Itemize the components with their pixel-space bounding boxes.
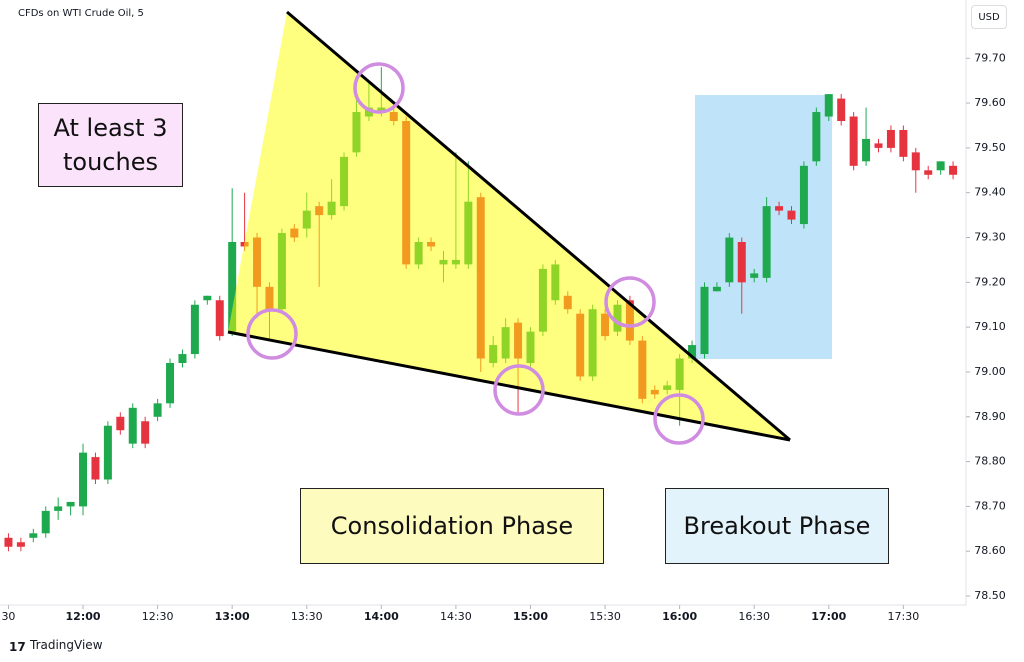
candle-body	[4, 537, 13, 547]
candle-body	[862, 138, 871, 162]
x-tick-label: 16:30	[738, 610, 770, 623]
consolidation-note: Consolidation Phase	[300, 488, 604, 564]
candle-body	[936, 161, 945, 171]
x-tick-label: 17:30	[888, 610, 920, 623]
candle-body	[178, 354, 187, 363]
consolidation-triangle	[228, 12, 790, 440]
y-tick-label: 79.40	[974, 186, 1006, 199]
y-tick-label: 78.80	[974, 455, 1006, 468]
y-tick-label: 79.70	[974, 51, 1006, 64]
candle-body	[700, 286, 709, 355]
y-tick-label: 78.50	[974, 589, 1006, 602]
candle-body	[911, 152, 920, 171]
candle-body	[54, 506, 63, 511]
x-tick-label: 14:00	[364, 610, 399, 623]
candle-body	[116, 416, 125, 431]
brand-name: TradingView	[30, 638, 103, 652]
candle-body	[837, 98, 846, 121]
x-tick-label: 12:30	[142, 610, 174, 623]
touch-circles	[246, 62, 705, 445]
x-tick-label: 17:00	[811, 610, 846, 623]
y-tick-label: 79.60	[974, 96, 1006, 109]
touch-circle	[653, 393, 705, 445]
x-tick-label: 30	[1, 610, 15, 623]
candle-body	[849, 116, 858, 166]
candle-body	[103, 425, 112, 480]
y-tick-label: 79.00	[974, 365, 1006, 378]
currency-button[interactable]: USD	[971, 5, 1007, 29]
candle-body	[712, 286, 721, 292]
candle-body	[66, 501, 75, 507]
candle-body	[737, 242, 746, 283]
x-tick-label: 12:00	[66, 610, 101, 623]
x-tick-label: 14:30	[440, 610, 472, 623]
candle-body	[41, 510, 50, 534]
touch-circle	[604, 276, 656, 328]
candle-body	[16, 542, 25, 547]
candle-body	[924, 170, 933, 175]
upper-trendline	[286, 10, 791, 442]
candle-body	[79, 452, 88, 507]
lower-trendline	[227, 330, 791, 442]
y-tick-label: 78.70	[974, 499, 1006, 512]
candle-body	[228, 242, 237, 332]
candle-body	[762, 206, 771, 278]
touches-note: At least 3 touches	[38, 103, 183, 187]
y-tick-label: 79.30	[974, 231, 1006, 244]
y-tick-label: 78.90	[974, 410, 1006, 423]
chart-title: CFDs on WTI Crude Oil, 5	[18, 8, 144, 19]
candle-body	[824, 94, 833, 117]
touch-circle	[353, 62, 405, 114]
x-tick-label: 15:00	[513, 610, 548, 623]
touch-circle	[493, 364, 545, 416]
y-tick-label: 79.20	[974, 275, 1006, 288]
candle-body	[775, 206, 784, 211]
candle-body	[949, 165, 958, 175]
touch-circle	[246, 308, 298, 360]
candle-body	[787, 210, 796, 220]
y-tick-label: 79.10	[974, 320, 1006, 333]
candle-body	[166, 363, 175, 404]
candle-body	[91, 457, 100, 480]
candle-body	[688, 345, 697, 359]
breakout-note: Breakout Phase	[665, 488, 889, 564]
x-tick-label: 16:00	[662, 610, 697, 623]
candle-body	[141, 421, 150, 444]
candle-body	[29, 533, 38, 538]
x-tick-label: 15:30	[589, 610, 621, 623]
y-tick-label: 78.60	[974, 544, 1006, 557]
y-tick-label: 79.50	[974, 141, 1006, 154]
x-tick-label: 13:30	[291, 610, 323, 623]
candle-body	[812, 112, 821, 162]
brand-logo: 17	[9, 640, 26, 654]
candle-body	[215, 300, 224, 337]
candle-body	[153, 403, 162, 417]
x-tick-label: 13:00	[215, 610, 250, 623]
candle-body	[799, 165, 808, 225]
candle-body	[886, 129, 895, 148]
candle-body	[750, 273, 759, 278]
candle-body	[203, 295, 212, 301]
candle-body	[874, 143, 883, 148]
candle-body	[899, 129, 908, 157]
candle-body	[725, 237, 734, 283]
candle-body	[190, 304, 199, 355]
candle-body	[128, 407, 137, 444]
